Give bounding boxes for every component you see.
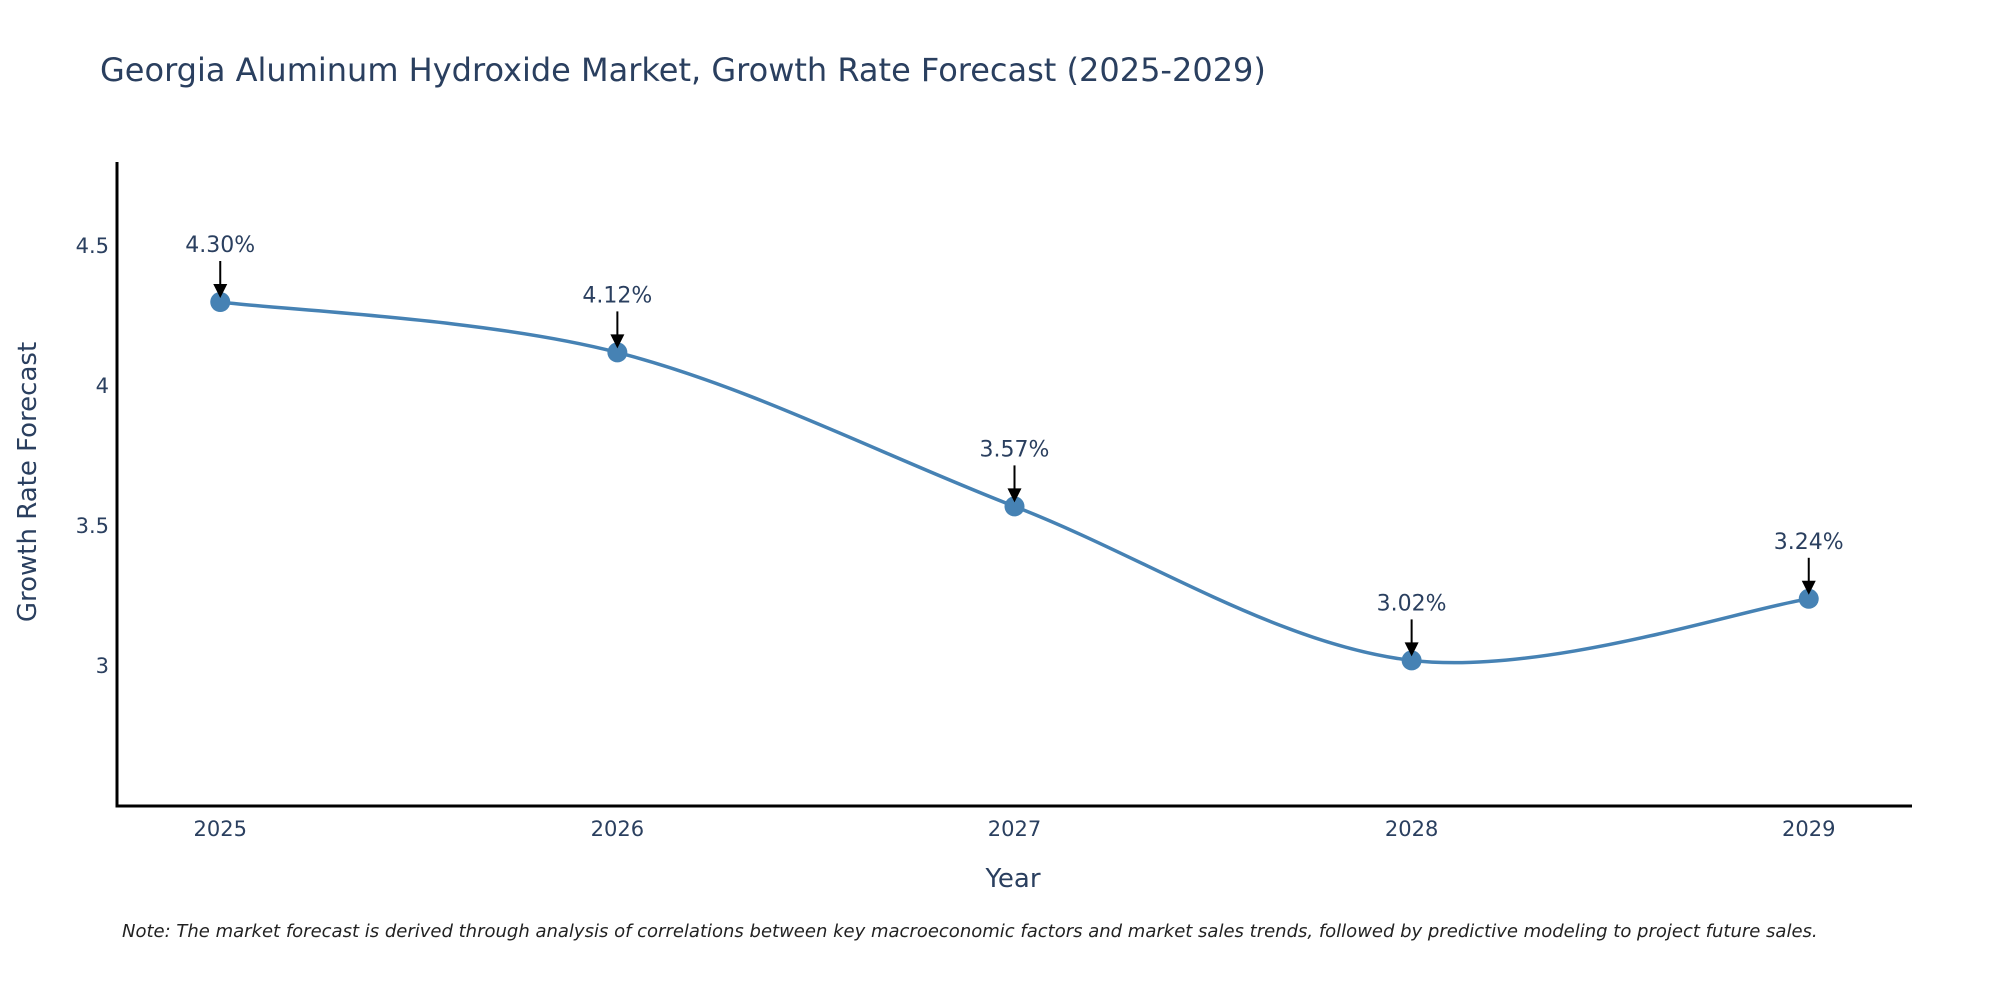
data-point — [1401, 650, 1422, 671]
data-point — [210, 292, 231, 312]
x-axis-title: Year — [984, 864, 1040, 894]
series-markers — [210, 292, 1819, 671]
x-axis-ticks: 2025 2026 2027 2028 2029 — [194, 817, 1836, 841]
data-point — [1798, 588, 1819, 609]
x-tick-label: 2025 — [194, 817, 247, 841]
data-label: 4.30% — [185, 233, 255, 258]
y-axis-title: Growth Rate Forecast — [13, 342, 43, 622]
x-tick-label: 2028 — [1385, 817, 1438, 841]
data-label: 3.24% — [1774, 530, 1844, 555]
x-tick-label: 2029 — [1782, 817, 1835, 841]
data-annotations: 4.30% 4.12% 3.57% 3.02% 3.24% — [185, 233, 1844, 657]
data-label: 3.57% — [980, 437, 1050, 462]
annotation-arrow-head — [1007, 488, 1022, 503]
data-point — [607, 342, 628, 363]
y-tick-label: 4 — [96, 374, 109, 398]
chart-title: Georgia Aluminum Hydroxide Market, Growt… — [100, 51, 1266, 89]
x-tick-label: 2026 — [591, 817, 644, 841]
y-tick-label: 3 — [96, 654, 109, 678]
annotation-arrow-head — [1801, 580, 1816, 595]
data-label: 4.12% — [582, 283, 652, 308]
y-tick-label: 4.5 — [76, 234, 109, 258]
data-label: 3.02% — [1377, 591, 1447, 616]
y-tick-label: 3.5 — [76, 514, 109, 538]
y-axis-ticks: 3 3.5 4 4.5 — [76, 234, 109, 678]
annotation-arrow-head — [610, 334, 625, 349]
data-point — [1004, 496, 1025, 517]
chart-note: Note: The market forecast is derived thr… — [122, 921, 1818, 942]
x-tick-label: 2027 — [988, 817, 1041, 841]
annotation-arrow-head — [1404, 642, 1419, 657]
annotation-arrow-head — [213, 284, 228, 298]
